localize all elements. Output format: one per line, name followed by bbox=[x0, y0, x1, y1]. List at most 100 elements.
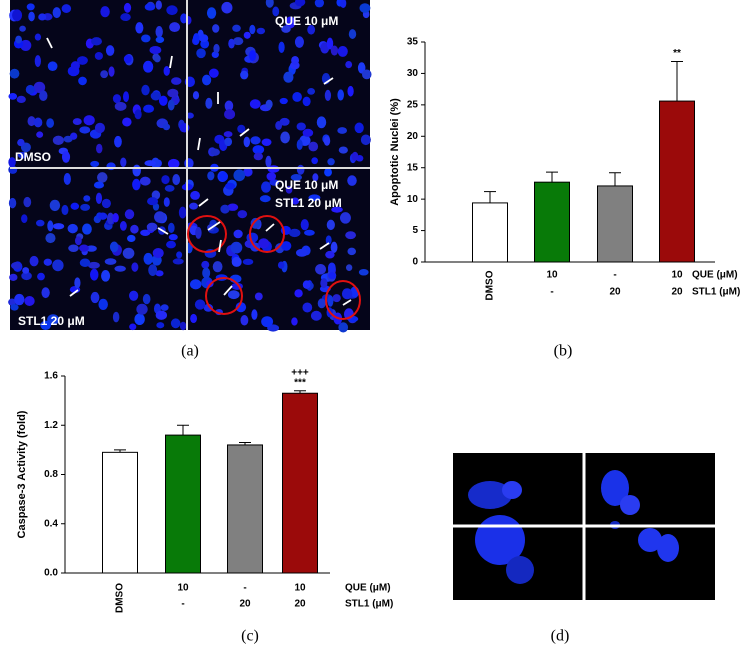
y-tick-label: 0.8 bbox=[44, 469, 58, 480]
y-tick-label: 35 bbox=[407, 37, 419, 48]
nucleus bbox=[164, 184, 175, 192]
nucleus bbox=[267, 165, 280, 173]
nucleus bbox=[156, 322, 165, 329]
nucleus bbox=[108, 66, 115, 77]
nucleus bbox=[167, 222, 175, 233]
bar bbox=[102, 451, 138, 574]
nucleus bbox=[21, 214, 28, 224]
nucleus bbox=[190, 190, 201, 200]
highlight-circle bbox=[187, 215, 227, 253]
nucleus bbox=[26, 3, 35, 11]
nucleus bbox=[114, 265, 126, 272]
nucleus bbox=[47, 61, 58, 71]
nucleus bbox=[134, 109, 142, 120]
nucleus bbox=[83, 115, 95, 126]
x-tick-label: - bbox=[550, 287, 553, 298]
nucleus bbox=[310, 310, 322, 321]
nucleus bbox=[237, 124, 246, 134]
nucleus bbox=[249, 24, 256, 35]
nucleus bbox=[294, 289, 303, 298]
panel-label: (d) bbox=[551, 628, 570, 645]
nucleus bbox=[9, 273, 18, 281]
nucleus bbox=[40, 320, 52, 331]
nucleus bbox=[337, 46, 348, 57]
nucleus bbox=[123, 54, 132, 64]
nucleus bbox=[294, 0, 306, 7]
nucleus bbox=[252, 145, 265, 155]
nucleus-blob bbox=[620, 495, 640, 515]
nucleus bbox=[256, 27, 266, 35]
nucleus bbox=[205, 97, 213, 109]
nucleus bbox=[192, 91, 200, 100]
nucleus bbox=[249, 50, 257, 62]
nucleus bbox=[161, 175, 170, 185]
nucleus bbox=[189, 279, 202, 290]
nucleus bbox=[162, 123, 171, 131]
nucleus bbox=[266, 172, 277, 181]
nucleus bbox=[38, 13, 47, 21]
nucleus bbox=[109, 241, 119, 253]
nucleus-blob bbox=[502, 481, 522, 499]
y-tick-label: 1.2 bbox=[44, 420, 58, 431]
nucleus bbox=[235, 302, 247, 313]
nucleus bbox=[144, 160, 156, 167]
x-tick-label: DMSO bbox=[485, 270, 496, 300]
nucleus bbox=[354, 122, 364, 134]
bar bbox=[472, 202, 508, 263]
highlight-circle bbox=[249, 215, 285, 253]
nucleus bbox=[230, 241, 243, 254]
panel-label: (c) bbox=[241, 628, 259, 645]
image-label: STL1 20 μM bbox=[18, 314, 85, 328]
x-tick-label: - bbox=[243, 583, 246, 594]
nucleus bbox=[153, 54, 161, 63]
nucleus bbox=[338, 322, 349, 333]
nucleus bbox=[172, 174, 181, 186]
nucleus bbox=[61, 204, 69, 216]
y-tick-label: 0 bbox=[412, 257, 418, 268]
nucleus bbox=[41, 287, 50, 299]
nucleus bbox=[328, 272, 337, 280]
nucleus bbox=[196, 48, 206, 59]
nucleus bbox=[184, 158, 194, 169]
nucleus bbox=[79, 244, 89, 252]
nucleus bbox=[291, 317, 298, 326]
nucleus bbox=[326, 37, 334, 50]
nucleus bbox=[203, 303, 214, 312]
nucleus bbox=[302, 302, 313, 313]
y-tick-label: 1.6 bbox=[44, 371, 58, 382]
x-tick-label: 10 bbox=[546, 270, 558, 281]
nucleus bbox=[12, 9, 23, 22]
arrows bbox=[46, 37, 352, 306]
nucleus bbox=[265, 0, 274, 8]
nucleus bbox=[325, 250, 335, 259]
nucleus-blob bbox=[468, 481, 512, 509]
image-label: STL1 20 μM bbox=[275, 196, 342, 210]
nucleus bbox=[140, 229, 151, 236]
nucleus bbox=[166, 240, 176, 249]
nucleus bbox=[33, 117, 43, 128]
nucleus bbox=[155, 310, 168, 320]
nucleus bbox=[112, 94, 121, 104]
nucleus bbox=[88, 261, 100, 269]
nucleus bbox=[101, 198, 111, 209]
nucleus bbox=[101, 270, 111, 282]
nucleus bbox=[291, 55, 300, 65]
image-overlay: QUE 10 μM DMSO QUE 10 μM STL1 20 μM STL1… bbox=[10, 0, 370, 330]
nucleus bbox=[224, 137, 233, 147]
nucleus bbox=[302, 280, 311, 289]
micrograph-panel bbox=[453, 453, 715, 600]
nucleus bbox=[171, 77, 182, 85]
y-tick-label: 10 bbox=[407, 194, 419, 205]
nucleus bbox=[320, 278, 328, 289]
nucleus bbox=[167, 99, 175, 111]
nucleus bbox=[327, 295, 334, 307]
nucleus bbox=[163, 197, 170, 207]
nucleus bbox=[36, 219, 45, 227]
nucleus bbox=[225, 182, 236, 190]
y-tick-label: 30 bbox=[407, 68, 419, 79]
nucleus bbox=[134, 313, 145, 326]
nucleus bbox=[304, 229, 315, 236]
nucleus bbox=[8, 92, 18, 100]
nucleus bbox=[250, 217, 261, 229]
nucleus bbox=[37, 272, 45, 281]
